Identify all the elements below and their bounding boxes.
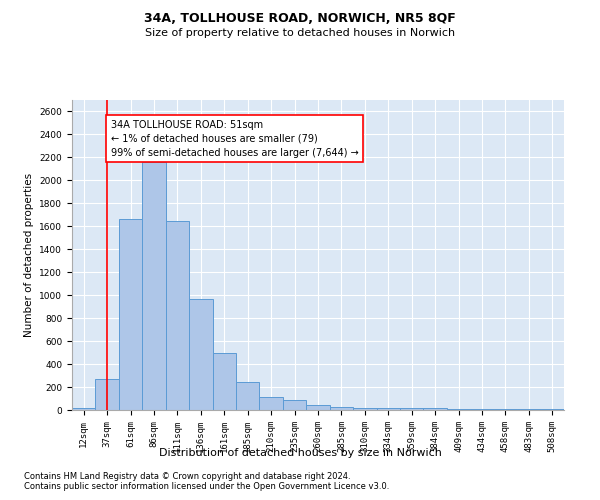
Y-axis label: Number of detached properties: Number of detached properties [24,173,34,337]
Text: Size of property relative to detached houses in Norwich: Size of property relative to detached ho… [145,28,455,38]
Bar [424,408,447,410]
Text: 34A, TOLLHOUSE ROAD, NORWICH, NR5 8QF: 34A, TOLLHOUSE ROAD, NORWICH, NR5 8QF [144,12,456,26]
Bar [212,352,236,410]
Bar [119,220,142,410]
Text: Contains public sector information licensed under the Open Government Licence v3: Contains public sector information licen… [24,482,389,491]
Bar [400,408,424,410]
Bar [72,408,95,410]
Text: 34A TOLLHOUSE ROAD: 51sqm
← 1% of detached houses are smaller (79)
99% of semi-d: 34A TOLLHOUSE ROAD: 51sqm ← 1% of detach… [110,120,358,158]
Bar [330,406,353,410]
Bar [142,162,166,410]
Bar [470,409,494,410]
Bar [306,406,330,410]
Bar [353,408,377,410]
Bar [447,409,470,410]
Text: Distribution of detached houses by size in Norwich: Distribution of detached houses by size … [158,448,442,458]
Bar [95,379,119,410]
Bar [283,400,306,410]
Bar [259,397,283,410]
Bar [236,382,259,410]
Bar [189,298,212,410]
Bar [166,220,189,410]
Bar [377,408,400,410]
Text: Contains HM Land Registry data © Crown copyright and database right 2024.: Contains HM Land Registry data © Crown c… [24,472,350,481]
